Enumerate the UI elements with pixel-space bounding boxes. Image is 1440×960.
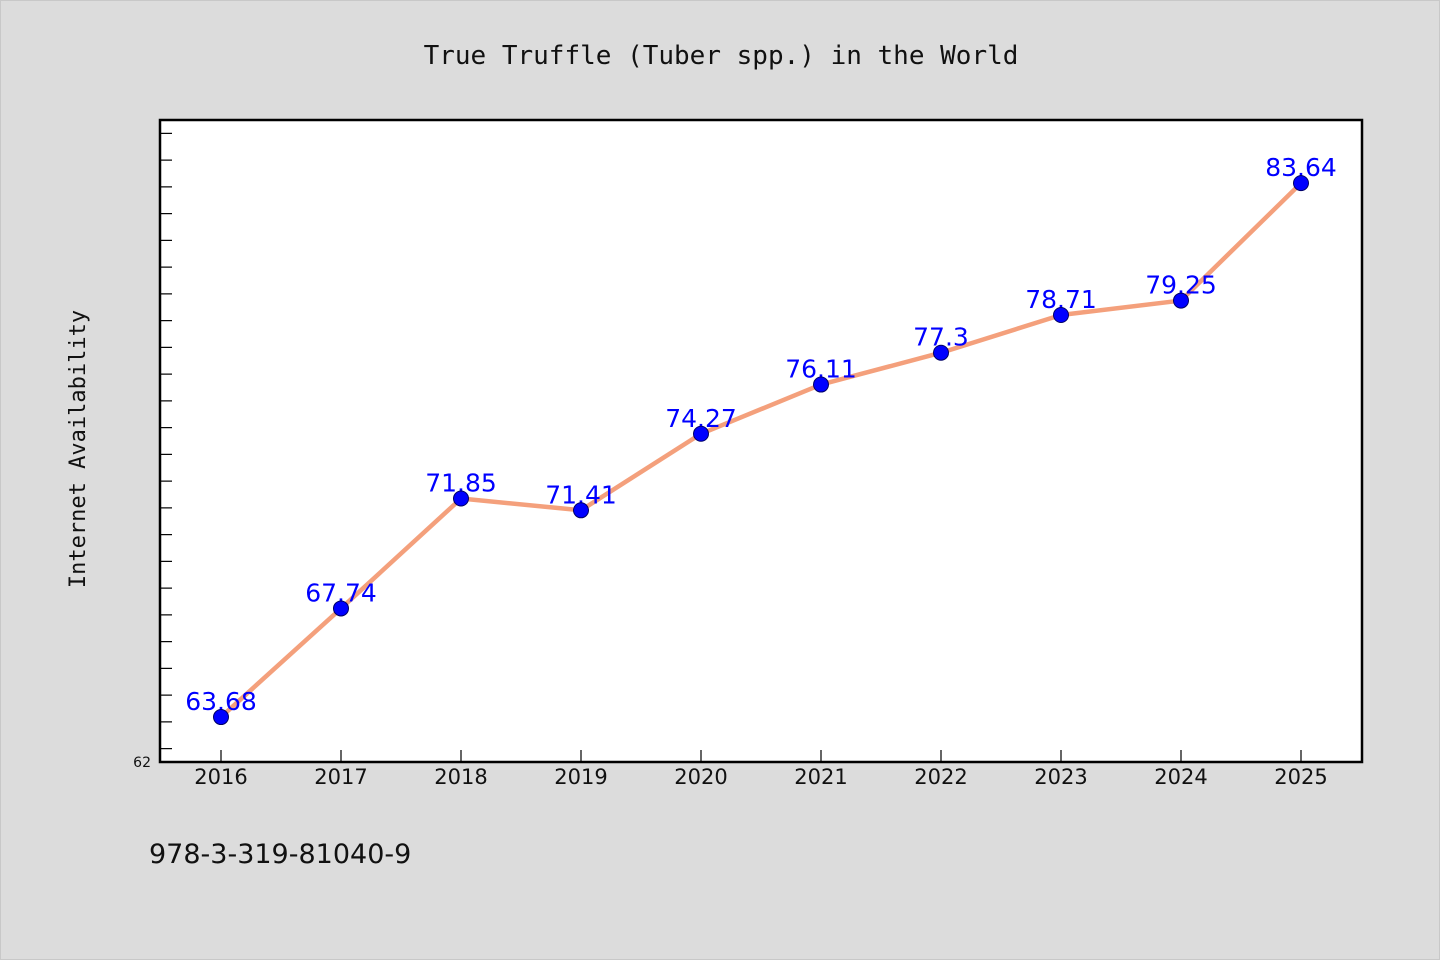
- x-tick-label: 2025: [1274, 765, 1327, 789]
- data-point: [1173, 292, 1189, 309]
- x-tick-label: 2021: [794, 765, 847, 789]
- data-point: [573, 502, 589, 519]
- data-point: [813, 376, 829, 393]
- isbn-footer: 978-3-319-81040-9: [149, 839, 411, 870]
- x-tick-label: 2023: [1034, 765, 1087, 789]
- chart-title: True Truffle (Tuber spp.) in the World: [424, 41, 1019, 71]
- y-axis-label: Internet Availability: [66, 310, 91, 588]
- x-tick-label: 2016: [194, 765, 247, 789]
- data-point: [333, 600, 349, 617]
- series-line: [218, 180, 1304, 720]
- x-axis-ticks: 2016 2017 2018 2019 2020 2021 2022 2023 2024 2025: [194, 750, 1328, 789]
- x-tick-label: 2020: [674, 765, 727, 789]
- data-point: [1293, 175, 1309, 192]
- y-axis-ticks: [160, 132, 172, 750]
- data-point: [693, 425, 709, 442]
- x-tick-label: 2022: [914, 765, 967, 789]
- x-tick-label: 2017: [314, 765, 367, 789]
- y-axis-min-label: 62: [133, 755, 151, 771]
- data-point: [453, 490, 469, 507]
- x-tick-label: 2024: [1154, 765, 1207, 789]
- data-point: [213, 709, 229, 726]
- plot-area: [158, 118, 1364, 764]
- x-tick-label: 2018: [434, 765, 487, 789]
- data-point: [1053, 307, 1069, 324]
- x-tick-label: 2019: [554, 765, 607, 789]
- data-point: [933, 344, 949, 361]
